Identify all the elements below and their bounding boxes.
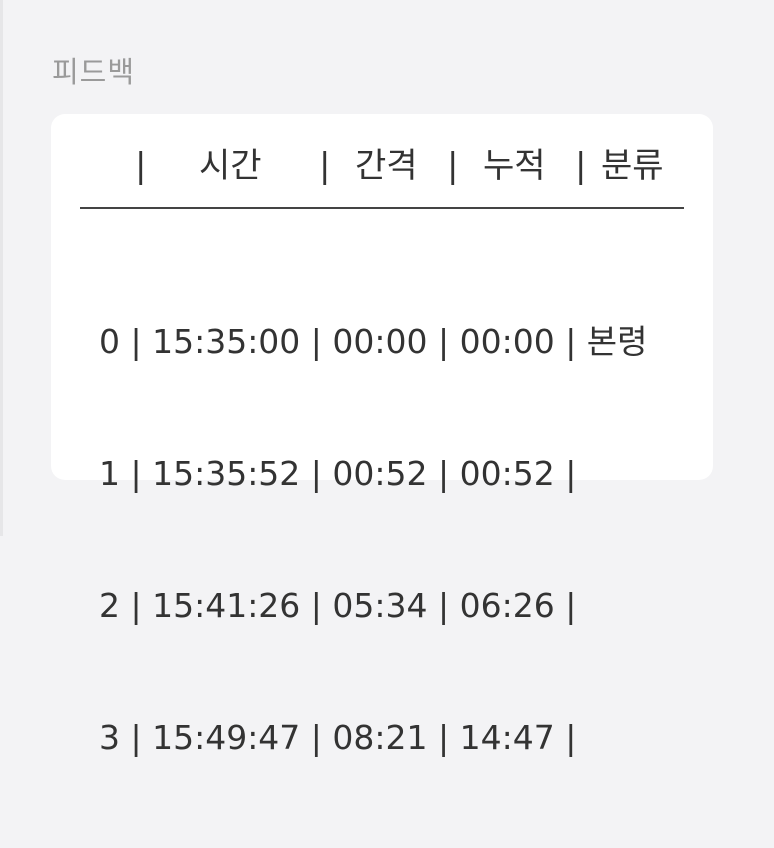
log-header: | 시간 | 간격 | 누적 | 분류 [51,114,713,214]
header-separator: | [135,146,147,186]
feedback-card: | 시간 | 간격 | 누적 | 분류 0 | 15:35:00 | 00:00… [51,114,713,757]
log-row: 0 | 15:35:00 | 00:00 | 00:00 | 본령 [99,322,648,361]
header-separator: | [319,146,331,186]
header-cumulative: 누적 [483,146,546,186]
header-time: 시간 [199,146,262,186]
header-interval: 간격 [355,146,418,186]
log-row: 2 | 15:41:26 | 05:34 | 06:26 | [99,586,577,625]
log-body: 0 | 15:35:00 | 00:00 | 00:00 | 본령 1 | 15… [99,232,648,848]
left-edge [0,0,3,536]
header-separator: | [447,146,459,186]
header-category: 분류 [601,146,664,186]
section-title: 피드백 [52,55,136,89]
header-separator: | [575,146,587,186]
log-row: 1 | 15:35:52 | 00:52 | 00:52 | [99,454,577,493]
header-divider [80,207,684,209]
log-row: 3 | 15:49:47 | 08:21 | 14:47 | [99,718,577,757]
